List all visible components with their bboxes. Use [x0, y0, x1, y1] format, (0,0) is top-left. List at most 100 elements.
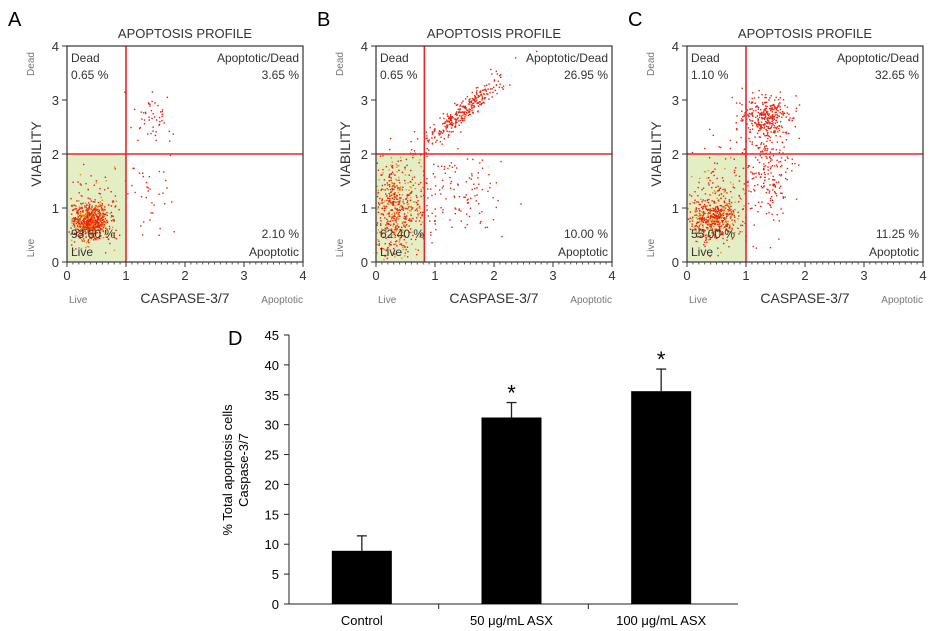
- data-point: [403, 221, 405, 223]
- data-point: [71, 220, 73, 222]
- data-point: [782, 152, 784, 154]
- data-point: [458, 208, 461, 210]
- data-point: [765, 128, 767, 131]
- data-point: [771, 104, 773, 107]
- data-point: [397, 160, 399, 162]
- data-point: [78, 234, 81, 237]
- data-point: [732, 183, 734, 186]
- data-point: [376, 162, 379, 164]
- data-point: [704, 221, 707, 224]
- data-point: [400, 197, 402, 199]
- data-point: [79, 215, 82, 218]
- data-point: [489, 187, 491, 189]
- y-axis-high-label: Dead: [26, 52, 37, 76]
- data-point: [399, 237, 401, 239]
- data-point: [707, 216, 710, 218]
- data-point: [102, 222, 104, 224]
- data-point: [385, 231, 387, 233]
- data-point: [758, 121, 760, 124]
- data-point: [438, 132, 440, 134]
- data-point: [85, 209, 87, 211]
- data-point: [100, 235, 102, 237]
- data-point: [460, 115, 462, 117]
- data-point: [495, 70, 498, 73]
- data-point: [148, 116, 150, 118]
- data-point: [758, 136, 761, 138]
- data-point: [381, 202, 383, 204]
- data-point: [463, 105, 465, 108]
- data-point: [763, 127, 765, 129]
- data-point: [408, 218, 411, 220]
- data-point: [78, 232, 81, 235]
- data-point: [717, 185, 719, 188]
- data-point: [91, 215, 93, 217]
- data-point: [98, 223, 101, 225]
- data-point: [149, 188, 151, 190]
- data-point: [769, 167, 772, 170]
- data-point: [484, 88, 487, 90]
- data-point: [710, 229, 713, 232]
- data-point: [391, 187, 393, 190]
- data-point: [85, 235, 87, 238]
- quadrant-dead-label: Dead: [71, 51, 100, 65]
- significance-marker: *: [507, 381, 516, 406]
- data-point: [83, 240, 86, 242]
- data-point: [770, 95, 772, 97]
- data-point: [103, 224, 106, 226]
- data-point: [715, 221, 717, 224]
- data-point: [102, 236, 105, 239]
- data-point: [464, 226, 467, 229]
- data-point: [702, 221, 704, 223]
- data-point: [782, 113, 784, 115]
- data-point: [468, 111, 470, 114]
- data-point: [700, 235, 702, 237]
- data-point: [749, 207, 752, 210]
- data-point: [722, 214, 725, 217]
- data-point: [376, 224, 378, 226]
- data-point: [401, 257, 403, 259]
- data-point: [385, 228, 387, 231]
- data-point: [782, 197, 785, 199]
- data-point: [409, 186, 411, 188]
- data-point: [730, 213, 732, 215]
- data-point: [377, 193, 379, 195]
- data-point: [83, 215, 86, 218]
- data-point: [378, 243, 381, 245]
- data-point: [83, 220, 85, 222]
- data-point: [394, 229, 397, 231]
- data-point: [446, 113, 449, 115]
- data-point: [408, 225, 410, 227]
- data-point: [146, 133, 149, 135]
- data-point: [395, 225, 397, 228]
- data-point: [388, 180, 390, 182]
- data-point: [398, 229, 401, 231]
- data-point: [746, 109, 749, 111]
- data-point: [777, 106, 779, 108]
- data-point: [775, 135, 777, 137]
- data-point: [418, 236, 421, 238]
- data-point: [497, 80, 499, 82]
- data-point: [100, 227, 102, 230]
- data-point: [388, 192, 390, 195]
- data-point: [86, 230, 89, 232]
- data-point: [762, 114, 765, 116]
- data-point: [760, 112, 763, 114]
- data-point: [702, 205, 704, 208]
- data-point: [90, 218, 93, 220]
- data-point: [792, 117, 794, 120]
- data-point: [97, 229, 100, 231]
- data-point: [146, 186, 148, 188]
- data-point: [381, 207, 384, 210]
- data-point: [775, 111, 777, 113]
- data-point: [770, 122, 773, 125]
- data-point: [386, 213, 388, 215]
- data-point: [729, 139, 732, 142]
- data-point: [93, 218, 96, 221]
- data-point: [777, 115, 779, 117]
- data-point: [763, 165, 765, 168]
- data-point: [764, 135, 766, 137]
- data-point: [113, 232, 116, 234]
- data-point: [420, 223, 422, 226]
- data-point: [769, 197, 772, 200]
- data-point: [703, 218, 705, 220]
